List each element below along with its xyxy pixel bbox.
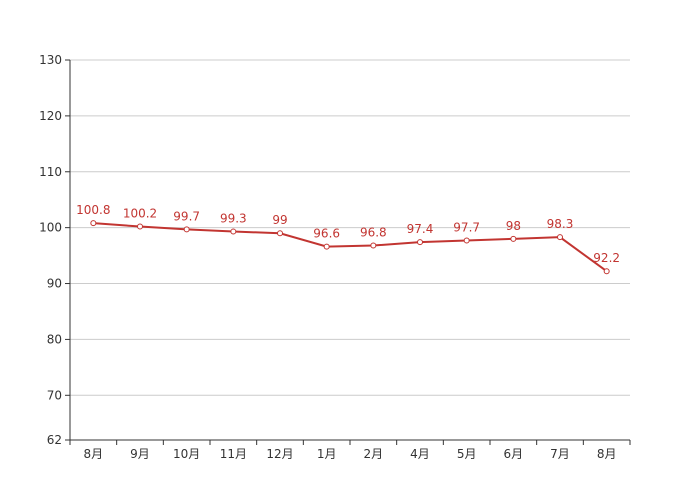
x-axis-ticks: 8月 9月 10月 11月 12月 1月 2月 4月 5月 6月 7月 8月 [69,440,631,461]
y-tick-label: 120 [39,109,62,123]
series-layer [90,220,610,275]
x-tick-label: 9月 [130,447,150,461]
data-point [323,243,330,250]
data-label: 97.7 [453,221,480,235]
data-point [277,230,283,237]
axes [69,60,630,441]
data-point [370,242,377,249]
series-line [93,222,608,273]
data-label: 100.8 [76,203,110,217]
y-tick-label: 70 [47,388,62,402]
data-label: 100.2 [123,207,157,221]
data-point [510,235,517,242]
x-tick-label: 7月 [550,447,570,461]
data-label: 97.4 [407,222,434,236]
data-point [417,239,423,246]
x-tick-label: 12月 [266,447,293,461]
y-tick-label: 110 [39,165,62,179]
x-tick-label: 11月 [220,447,247,461]
y-tick-label: 90 [47,277,62,291]
data-point [90,220,97,227]
x-tick-label: 4月 [410,447,430,461]
data-label: 99.3 [220,212,247,226]
y-tick-label: 130 [39,53,62,67]
x-tick-label: 5月 [457,447,477,461]
data-label: 96.8 [360,226,387,240]
x-tick-label: 10月 [173,447,200,461]
data-point [230,228,237,235]
data-point [557,234,563,241]
x-tick-label: 8月 [597,447,617,461]
y-axis-ticks: 62 70 80 90 100 110 120 130 [39,53,70,447]
data-label: 92.2 [593,251,620,265]
data-label: 98 [506,219,521,233]
data-point [183,226,190,233]
x-tick-label: 1月 [317,447,337,461]
x-tick-label: 8月 [84,447,104,461]
y-tick-label: 100 [39,221,62,235]
data-point [463,237,470,244]
data-label: 98.3 [547,217,574,231]
data-label: 96.6 [313,227,340,241]
data-point [603,268,610,275]
data-point [137,223,143,230]
y-tick-label: 62 [47,433,62,447]
data-label: 99.7 [173,209,200,223]
x-tick-label: 6月 [504,447,524,461]
data-label: 99 [272,213,287,227]
y-tick-label: 80 [47,332,62,346]
x-tick-label: 2月 [364,447,384,461]
data-labels: 100.8 100.2 99.7 99.3 99 96.6 96.8 97.4 97.7 98 98… [76,203,620,265]
